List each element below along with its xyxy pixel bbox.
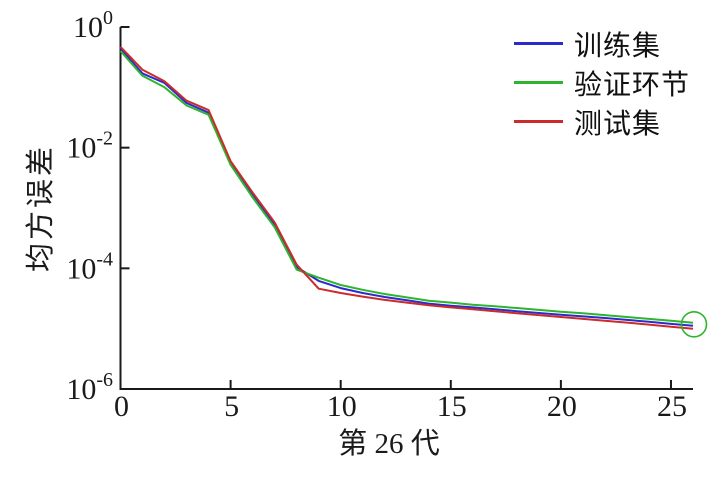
x-tick-label: 10 [327,390,357,423]
y-tick-label: 100 [73,7,113,44]
y-tick-label: 10-6 [66,369,113,406]
best-epoch-marker [680,311,708,338]
y-axis-label: 均方误差 [25,143,57,273]
y-tick-label: 10-2 [66,128,113,165]
y-tick-label: 10-4 [66,248,113,285]
x-tick-label: 0 [114,390,129,423]
legend-item-test: 测试集 [514,102,690,141]
test-curve [119,46,694,330]
legend: 训练集 验证环节 测试集 [514,24,690,141]
x-tick-label: 20 [547,390,577,423]
validation-curve [119,50,694,324]
legend-item-validation: 验证环节 [514,63,690,102]
legend-item-training: 训练集 [514,24,690,63]
legend-label-training: 训练集 [574,30,662,62]
training-line-swatch [514,42,563,45]
validation-line-swatch [514,81,563,84]
test-line-swatch [514,120,563,123]
x-tick-label: 25 [657,390,687,423]
x-tick-label: 15 [437,390,467,423]
legend-label-test: 测试集 [574,108,662,140]
x-axis-label: 第 26 代 [338,428,440,460]
x-tick-label: 5 [224,390,239,423]
legend-label-validation: 验证环节 [574,69,691,101]
